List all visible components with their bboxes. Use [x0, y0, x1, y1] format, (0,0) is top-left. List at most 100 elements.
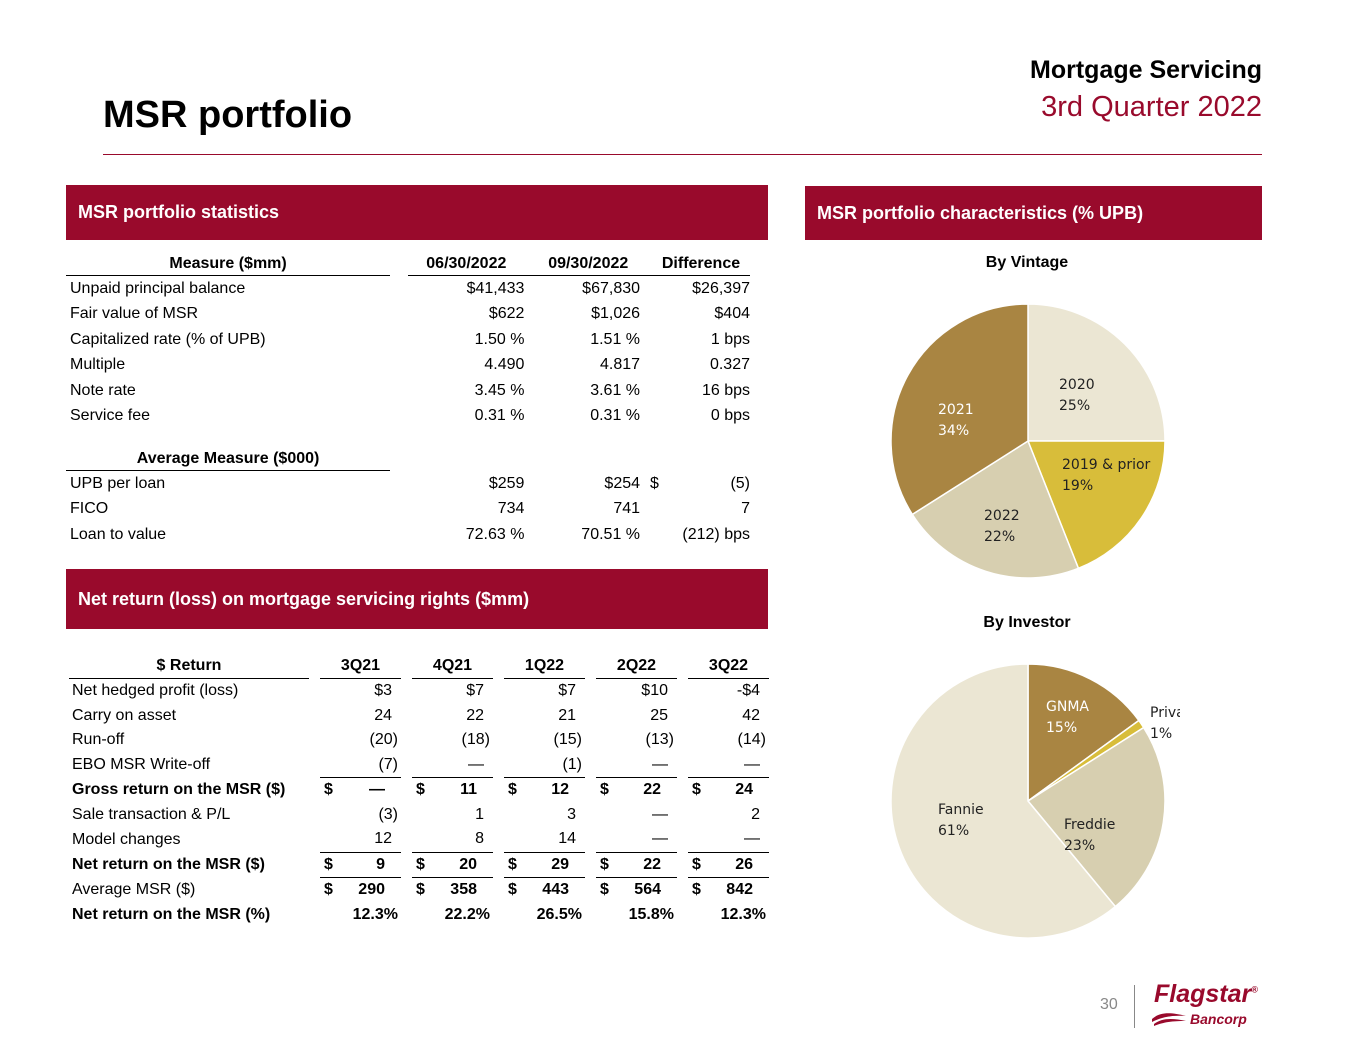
avg-value-0630: 734 — [497, 500, 525, 518]
return-dollar-sign: $ — [508, 781, 517, 799]
logo-sub: Bancorp — [1190, 1011, 1247, 1027]
return-label: Net return on the MSR (%) — [72, 905, 271, 923]
return-row: Net return on the MSR ($) $9 $20 $29 $22 $26 — [69, 852, 769, 878]
return-value: 42 — [742, 706, 760, 724]
return-dollar-sign: $ — [324, 881, 333, 899]
return-row: Gross return on the MSR ($) $ — $11 $12 $22 $2… — [69, 778, 769, 803]
return-col-header: 3Q21 — [320, 654, 401, 679]
stats-difference: $26,397 — [692, 279, 750, 297]
return-value: 842 — [726, 881, 753, 899]
return-value: (7) — [378, 755, 398, 773]
return-value: 443 — [542, 881, 569, 899]
avg-label: Loan to value — [70, 525, 167, 543]
return-dollar-sign: $ — [600, 855, 609, 873]
pie-slice-fannie — [890, 663, 1117, 939]
return-value: (20) — [369, 731, 398, 749]
pie-slice-gnma — [1027, 663, 1140, 803]
return-value: (3) — [378, 805, 398, 823]
return-value: — — [652, 755, 668, 773]
stats-value-0930: 0.31 % — [590, 407, 641, 425]
pie-slice-label: 2019 & prior — [1062, 457, 1151, 473]
logo-brand: Flagstar — [1154, 980, 1252, 1008]
return-value: 22 — [466, 706, 484, 724]
stats-value-0930: $67,830 — [582, 279, 641, 297]
return-label: Net return on the MSR ($) — [72, 855, 265, 873]
pie-slice-percent: 15% — [1046, 720, 1077, 736]
return-label: Average MSR ($) — [72, 881, 196, 898]
return-label: Run-off — [72, 731, 125, 749]
return-value: 25 — [650, 706, 668, 724]
stats-value-0930: 1.51 % — [590, 330, 641, 348]
return-dollar-sign: $ — [692, 781, 701, 799]
pie-slice-label: 2020 — [1059, 377, 1095, 393]
section-header: Mortgage Servicing 3rd Quarter 2022 — [1030, 56, 1262, 124]
avg-label: UPB per loan — [70, 474, 166, 492]
stats-panel-heading: MSR portfolio statistics — [66, 185, 768, 240]
stats-row: Service fee 0.31 % 0.31 % 0 bps — [66, 404, 750, 430]
return-value: 12.3% — [352, 905, 398, 923]
pie-slice-2021 — [890, 303, 1029, 516]
return-label: Gross return on the MSR ($) — [72, 781, 286, 798]
avg-label: FICO — [70, 500, 109, 518]
pie-slice-percent: 22% — [984, 529, 1015, 545]
return-dollar-sign: $ — [600, 781, 609, 799]
return-row: EBO MSR Write-off (7) — (1) — — — [69, 752, 769, 778]
logo-mark: ® — [1251, 984, 1258, 995]
stats-difference: 0.327 — [709, 356, 750, 374]
stats-difference: $404 — [714, 305, 750, 323]
return-dollar-sign: $ — [692, 881, 701, 899]
return-value: 20 — [459, 855, 477, 873]
return-label: Sale transaction & P/L — [72, 805, 231, 823]
col-difference: Difference — [640, 248, 750, 276]
avg-value-0630: $259 — [488, 474, 525, 492]
return-value: 24 — [735, 781, 753, 799]
return-value: (18) — [461, 731, 490, 749]
pie-slice-percent: 25% — [1059, 398, 1090, 414]
return-value: — — [652, 830, 668, 848]
return-row: Net hedged profit (loss) $3 $7 $7 $10 -$4 — [69, 679, 769, 704]
return-col-header: 2Q22 — [596, 654, 677, 679]
stats-value-0630: 4.490 — [484, 356, 525, 374]
title-divider — [103, 154, 1262, 155]
return-dollar-sign: $ — [692, 855, 701, 873]
pie-slice-percent: 23% — [1064, 838, 1095, 854]
return-value: $7 — [466, 682, 484, 700]
return-value: 1 — [475, 805, 484, 823]
return-col-header: $ Return — [69, 654, 309, 679]
return-row: Average MSR ($) $290 $358 $443 $564 $842 — [69, 878, 769, 903]
stats-label: Multiple — [70, 356, 126, 374]
return-col-header: 1Q22 — [504, 654, 585, 679]
pie-slice-label: GNMA — [1046, 699, 1089, 715]
period-label: 3rd Quarter 2022 — [1041, 91, 1262, 123]
return-value: (1) — [562, 755, 582, 773]
return-label: Net hedged profit (loss) — [72, 682, 239, 700]
pie-slice-percent: 19% — [1062, 478, 1093, 494]
return-label: Carry on asset — [72, 706, 177, 724]
return-col-header: 4Q21 — [412, 654, 493, 679]
return-value: $10 — [641, 682, 668, 700]
stats-row: Note rate 3.45 % 3.61 % 16 bps — [66, 378, 750, 404]
return-value: 22 — [643, 855, 661, 873]
page-title: MSR portfolio — [103, 94, 353, 136]
return-value: (15) — [553, 731, 582, 749]
return-value: 2 — [751, 805, 760, 823]
return-col-header: 3Q22 — [688, 654, 769, 679]
stats-label: Fair value of MSR — [70, 305, 199, 323]
return-table: $ Return 3Q21 4Q21 1Q22 2Q22 3Q22 Net hedged … — [69, 654, 769, 927]
footer-divider — [1134, 985, 1135, 1028]
return-value: $3 — [374, 682, 392, 700]
return-value: — — [652, 805, 668, 823]
stats-difference: 0 bps — [710, 407, 750, 425]
pie-slice-label: Private — [1150, 705, 1180, 721]
vintage-chart-title: By Vintage — [985, 254, 1069, 271]
return-value: 290 — [358, 881, 385, 899]
pie-slice-label: 2021 — [938, 402, 974, 418]
pie-slice-2020 — [1027, 303, 1166, 442]
return-value: 14 — [558, 830, 576, 848]
return-value: 9 — [376, 855, 385, 873]
return-value: 24 — [374, 706, 392, 724]
avg-row: FICO 734 741 7 — [66, 497, 750, 523]
return-dollar-sign: $ — [508, 855, 517, 873]
vintage-pie-chart: 2020 25% 2019 & prior 19% 2022 22% 2021 34% — [890, 303, 1166, 579]
return-value: 29 — [551, 855, 569, 873]
